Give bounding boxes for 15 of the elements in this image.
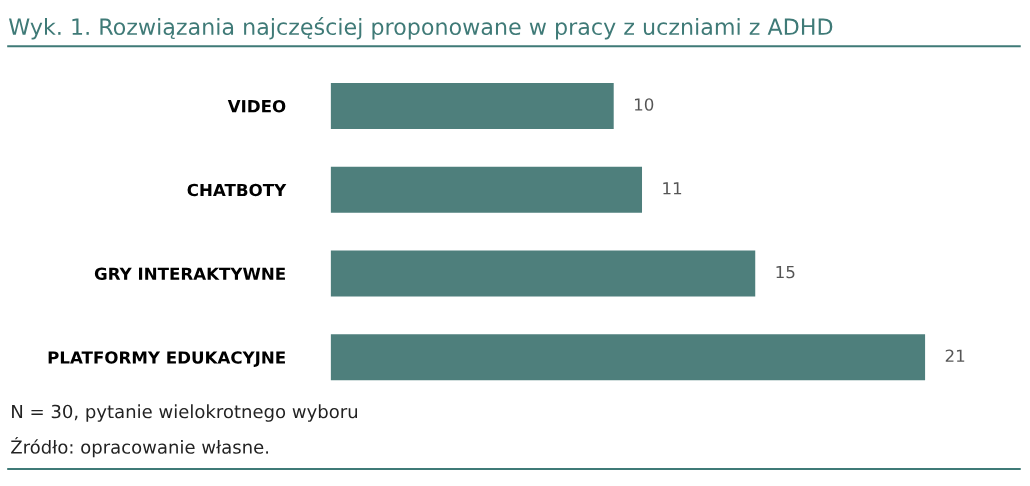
bar	[330, 82, 614, 129]
bar	[330, 166, 643, 213]
bar	[330, 250, 756, 297]
y-tick-label: VIDEO	[227, 99, 286, 113]
y-tick-label: PLATFORMY EDUKACYJNE	[48, 351, 285, 367]
data-label: 10	[634, 98, 654, 111]
text: Źródło: opracowanie własne.	[11, 436, 269, 458]
chart-title: Wyk. 1. Rozwiązania najczęściej proponowane w pracy z uczniami z ADHD	[8, 17, 833, 40]
data-label: 11	[663, 182, 682, 195]
bar	[330, 334, 926, 381]
data-label: 21	[945, 349, 965, 362]
y-tick-label: CHATBOTY	[187, 183, 287, 197]
data-label: 15	[776, 265, 795, 279]
y-tick-label: GRY INTERAKTYWNE	[94, 267, 285, 281]
text: N = 30, pytanie wielokrotnego wyboru	[12, 404, 357, 422]
